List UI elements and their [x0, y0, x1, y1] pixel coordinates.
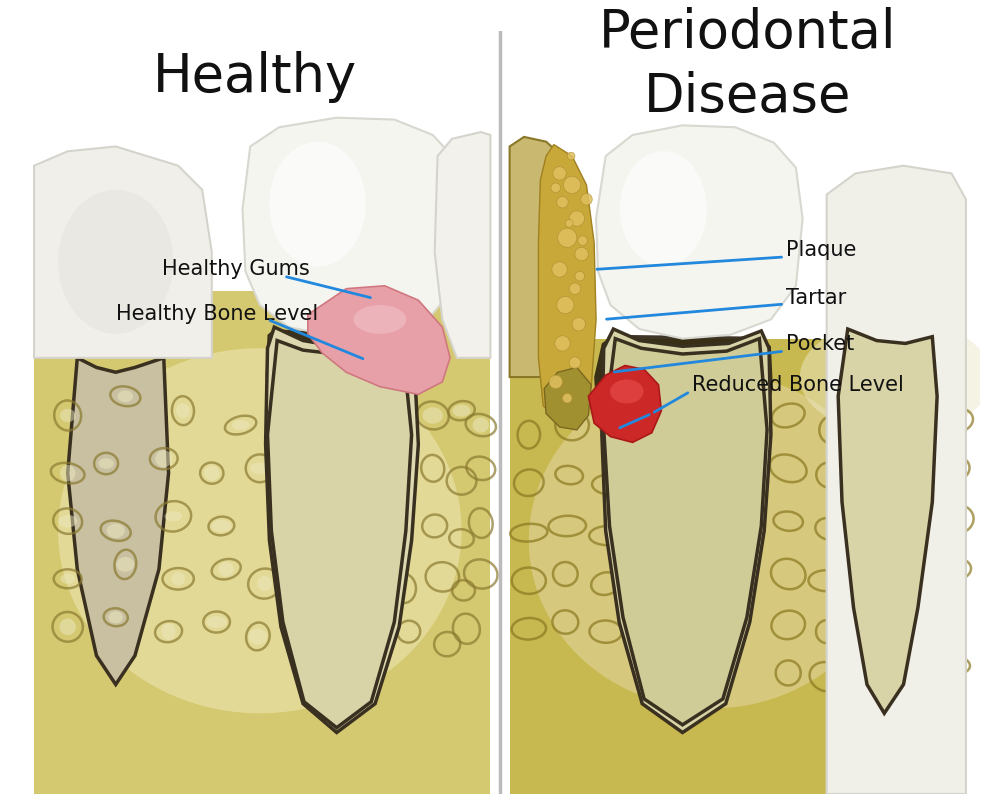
- Circle shape: [557, 296, 574, 314]
- Ellipse shape: [232, 420, 249, 430]
- Circle shape: [558, 228, 577, 248]
- Polygon shape: [243, 118, 462, 337]
- Circle shape: [563, 176, 581, 194]
- Ellipse shape: [58, 349, 462, 713]
- Polygon shape: [838, 329, 937, 713]
- Polygon shape: [510, 137, 582, 377]
- Ellipse shape: [60, 464, 75, 481]
- Circle shape: [557, 196, 568, 208]
- Polygon shape: [596, 125, 803, 338]
- Text: Healthy Bone Level: Healthy Bone Level: [116, 303, 318, 324]
- Ellipse shape: [204, 466, 219, 480]
- Polygon shape: [604, 338, 767, 725]
- Polygon shape: [68, 358, 169, 684]
- Text: Healthy Gums: Healthy Gums: [162, 260, 310, 279]
- Ellipse shape: [610, 380, 644, 403]
- Text: Healthy: Healthy: [153, 52, 357, 103]
- Text: Tartar: Tartar: [786, 288, 847, 308]
- Circle shape: [569, 211, 585, 226]
- Circle shape: [565, 219, 573, 227]
- Polygon shape: [544, 368, 591, 430]
- Ellipse shape: [250, 463, 269, 474]
- Circle shape: [575, 272, 585, 281]
- Ellipse shape: [336, 465, 356, 481]
- Ellipse shape: [171, 572, 185, 585]
- Circle shape: [553, 167, 566, 180]
- Polygon shape: [510, 338, 966, 794]
- Ellipse shape: [107, 523, 125, 538]
- Ellipse shape: [58, 190, 173, 333]
- Ellipse shape: [117, 391, 133, 403]
- Circle shape: [572, 318, 586, 331]
- Ellipse shape: [60, 574, 75, 584]
- Ellipse shape: [60, 409, 75, 422]
- Polygon shape: [266, 329, 423, 396]
- Circle shape: [549, 375, 562, 388]
- Ellipse shape: [108, 611, 123, 623]
- Ellipse shape: [269, 141, 366, 267]
- Ellipse shape: [155, 450, 172, 468]
- Circle shape: [575, 248, 588, 260]
- Polygon shape: [827, 166, 966, 794]
- Polygon shape: [602, 329, 771, 733]
- Polygon shape: [34, 291, 490, 794]
- Ellipse shape: [219, 562, 234, 576]
- Circle shape: [581, 194, 592, 205]
- Circle shape: [569, 283, 581, 295]
- Ellipse shape: [257, 576, 272, 591]
- Polygon shape: [308, 286, 450, 395]
- Ellipse shape: [206, 616, 227, 628]
- Circle shape: [578, 236, 587, 245]
- Polygon shape: [266, 327, 418, 733]
- Polygon shape: [594, 335, 773, 433]
- Polygon shape: [538, 145, 596, 420]
- Circle shape: [551, 183, 561, 193]
- Ellipse shape: [249, 629, 267, 645]
- Ellipse shape: [473, 418, 489, 433]
- Ellipse shape: [211, 520, 231, 532]
- Polygon shape: [435, 132, 490, 358]
- Ellipse shape: [800, 319, 992, 434]
- Polygon shape: [588, 365, 661, 442]
- Ellipse shape: [58, 515, 77, 527]
- Ellipse shape: [387, 425, 402, 435]
- Text: Reduced Bone Level: Reduced Bone Level: [692, 375, 904, 395]
- Circle shape: [552, 262, 567, 277]
- Ellipse shape: [529, 372, 894, 708]
- Ellipse shape: [337, 409, 355, 422]
- Circle shape: [567, 152, 575, 160]
- Ellipse shape: [116, 557, 134, 572]
- Text: Plaque: Plaque: [786, 241, 857, 260]
- Text: Periodontal
Disease: Periodontal Disease: [599, 6, 897, 123]
- Ellipse shape: [161, 623, 176, 640]
- Ellipse shape: [620, 152, 707, 267]
- Circle shape: [569, 357, 581, 368]
- Ellipse shape: [176, 403, 190, 418]
- Text: Pocket: Pocket: [786, 334, 855, 354]
- Ellipse shape: [423, 407, 443, 424]
- Polygon shape: [268, 341, 412, 728]
- Ellipse shape: [165, 511, 182, 522]
- Ellipse shape: [98, 458, 114, 469]
- Ellipse shape: [452, 405, 471, 417]
- Circle shape: [555, 336, 570, 351]
- Ellipse shape: [59, 619, 76, 635]
- Ellipse shape: [380, 476, 399, 490]
- Circle shape: [562, 393, 572, 403]
- Polygon shape: [34, 146, 212, 358]
- Ellipse shape: [353, 305, 406, 333]
